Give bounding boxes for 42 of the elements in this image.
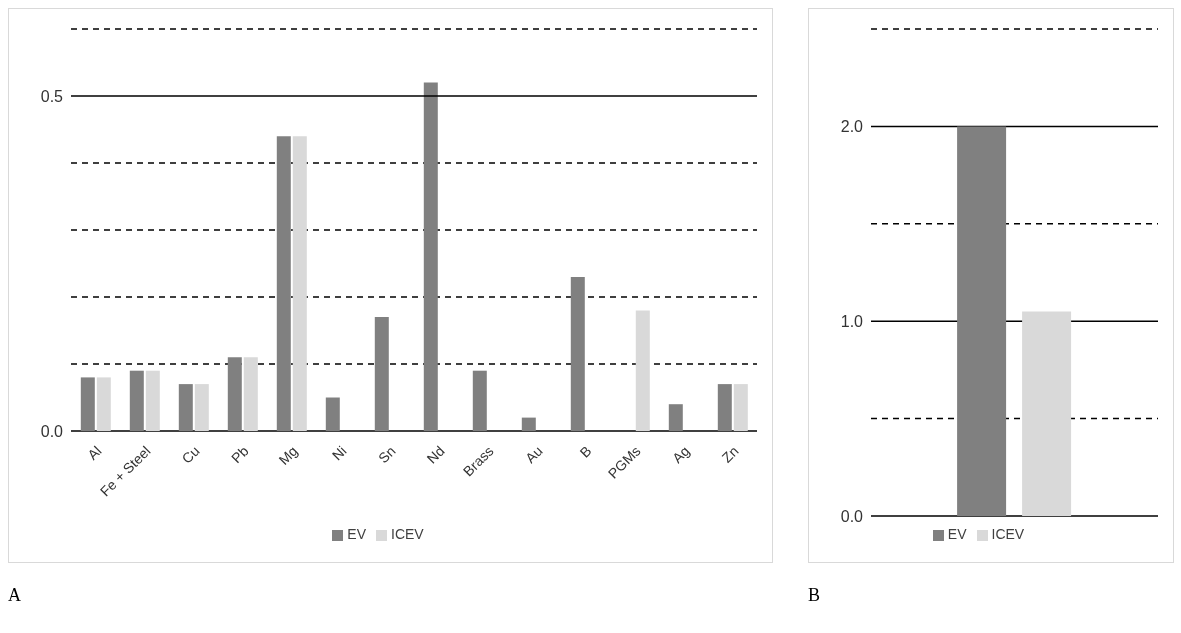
y-tick-label: 0.0: [40, 422, 64, 440]
bar: [423, 82, 438, 431]
text: B: [808, 585, 821, 606]
bar: [668, 404, 683, 431]
bar: [521, 417, 536, 431]
x-tick-label: Pb: [228, 442, 252, 467]
bar: [178, 384, 193, 431]
bar: [243, 357, 258, 431]
x-tick-label: Nd: [423, 442, 448, 467]
legend-label: ICEV: [391, 526, 424, 542]
legend-label: EV: [947, 526, 967, 542]
y-tick-label: 0.0: [840, 507, 864, 525]
bar: [717, 384, 732, 431]
bar: [227, 357, 242, 431]
x-tick-label: Au: [522, 442, 546, 467]
x-tick-label: Cu: [178, 442, 203, 467]
x-tick-label: Sn: [375, 442, 399, 467]
y-tick-label: 1.0: [840, 312, 864, 330]
bar: [292, 136, 307, 431]
bar: [733, 384, 748, 431]
bar: [374, 317, 389, 431]
bar: [96, 377, 111, 431]
x-tick-label: B: [576, 442, 595, 461]
x-tick-label: Ag: [669, 442, 693, 467]
legend-label: EV: [347, 526, 366, 542]
x-tick-label: Al: [84, 442, 105, 463]
text: A: [8, 585, 22, 606]
legend-label: ICEV: [991, 526, 1025, 542]
x-tick-label: Zn: [718, 442, 742, 466]
bar: [276, 136, 291, 431]
y-tick-label: 0.5: [40, 87, 64, 105]
bar: [129, 370, 144, 431]
bar: [472, 370, 487, 431]
x-tick-label: Mg: [275, 442, 301, 468]
x-tick-label: Ni: [328, 442, 350, 464]
bar: [80, 377, 95, 431]
bar: [194, 384, 209, 431]
bar: [635, 310, 650, 431]
bar: [570, 276, 585, 431]
bar: [145, 370, 160, 431]
bar: [325, 397, 340, 431]
y-tick-label: 2.0: [840, 118, 864, 136]
